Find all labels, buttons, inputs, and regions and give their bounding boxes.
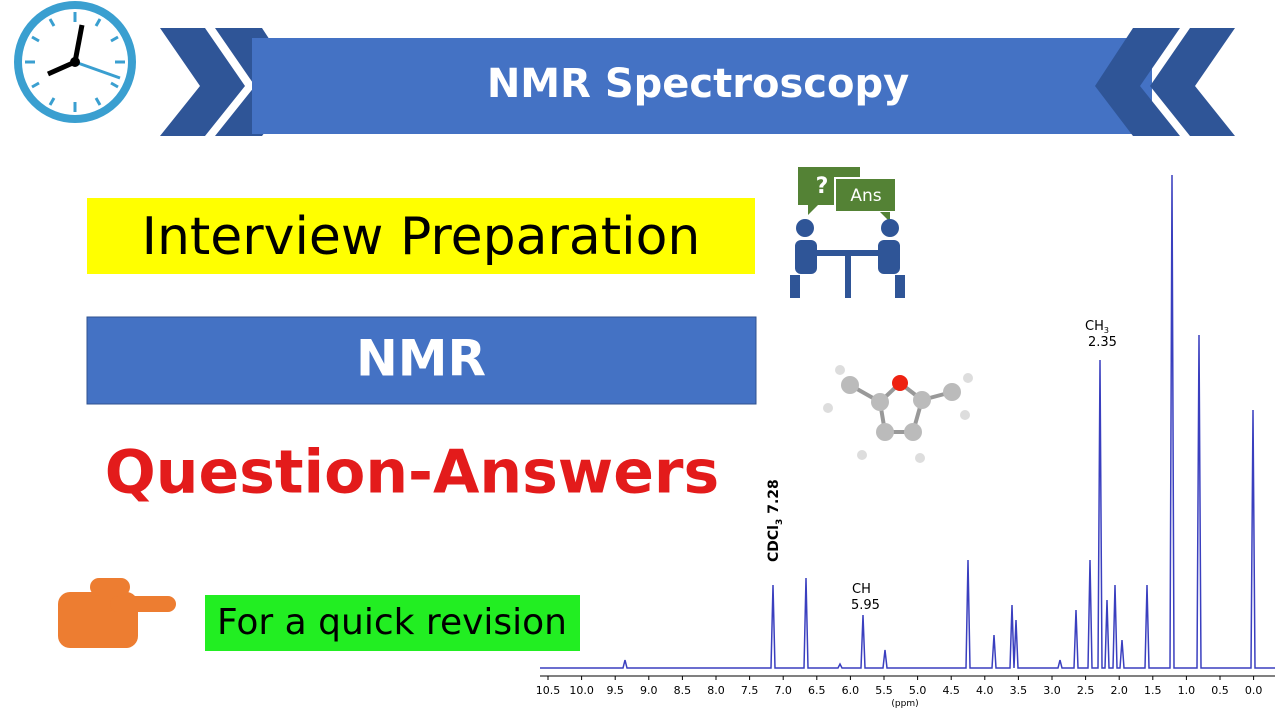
tick-label: 6.5 — [808, 684, 826, 697]
molecule — [823, 365, 973, 463]
topic-box — [86, 316, 757, 405]
tick-label: 9.0 — [640, 684, 658, 697]
tick-label: 8.5 — [674, 684, 692, 697]
tick-label: 3.5 — [1010, 684, 1028, 697]
answer: Ans — [850, 186, 881, 206]
peak-shift: 5.95 — [851, 598, 880, 613]
tick-label: 0.0 — [1245, 684, 1263, 697]
peak-group: CH3 — [1085, 319, 1109, 335]
tick-label: 2.0 — [1110, 684, 1128, 697]
heading: Interview Preparation — [142, 207, 701, 267]
tick-label: 5.0 — [909, 684, 927, 697]
topic: NMR — [356, 330, 486, 388]
tick-label: 1.5 — [1144, 684, 1162, 697]
tick-label: 10.0 — [569, 684, 594, 697]
subtitle: Question-Answers — [105, 438, 720, 508]
tick-label: 9.5 — [606, 684, 624, 697]
tick-label: 1.0 — [1178, 684, 1196, 697]
pointing-hand — [58, 578, 176, 648]
peak-sub: 3 — [775, 519, 785, 525]
tick-label: 5.5 — [875, 684, 893, 697]
note: For a quick revision — [217, 602, 567, 643]
peak-sub: 3 — [1104, 326, 1109, 335]
interview-icon: ? Ans — [790, 167, 905, 298]
tick-label: 3.0 — [1043, 684, 1061, 697]
tick-label: 2.5 — [1077, 684, 1095, 697]
tick-label: 7.0 — [774, 684, 792, 697]
peak-group: CH — [1085, 319, 1104, 334]
spectrum: (ppm) CDCl37.28 CH 5.95 CH3 2.35 10.5 10.… — [536, 174, 1275, 709]
tick-label: 4.0 — [976, 684, 994, 697]
tick-label: 0.5 — [1211, 684, 1229, 697]
peak-label: CDCl3 7.28 — [766, 479, 785, 562]
peak-group: CH — [852, 582, 871, 597]
note-box — [205, 595, 580, 651]
tick-label: 10.5 — [536, 684, 561, 697]
tick-label: 7.5 — [741, 684, 759, 697]
axis-label: (ppm) — [891, 699, 918, 709]
peak-shift: 2.35 — [1088, 335, 1117, 350]
spectrum-trace — [540, 174, 1275, 669]
peak-shift: 7.28 — [766, 479, 782, 514]
tick-label: 6.0 — [842, 684, 860, 697]
tick-label: 8.0 — [707, 684, 725, 697]
question-mark: ? — [816, 174, 829, 199]
clock-icon — [14, 1, 136, 123]
title-banner: NMR Spectroscopy — [160, 28, 1235, 136]
peak-group: CDCl — [766, 525, 782, 562]
tick-label: 4.5 — [942, 684, 960, 697]
heading-box — [87, 198, 755, 274]
title: NMR Spectroscopy — [487, 61, 909, 107]
